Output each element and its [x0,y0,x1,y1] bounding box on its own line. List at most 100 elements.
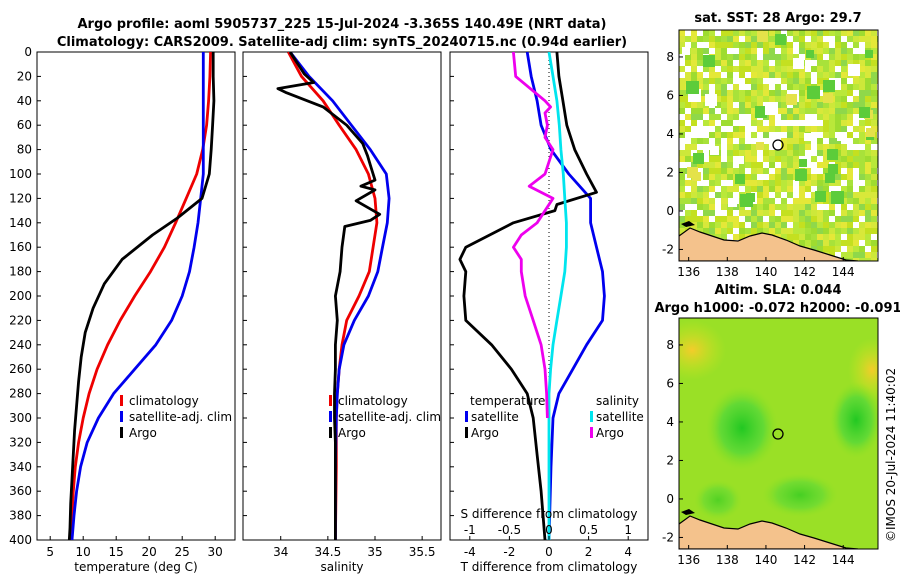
sst-pixel [865,210,871,216]
sst-pixel [799,72,805,78]
sst-pixel [751,180,757,186]
sst-pixel [775,216,781,222]
sst-pixel [865,222,871,228]
sst-pixel-block [807,86,820,99]
sst-pixel [709,174,715,180]
sst-pixel-block [799,159,807,167]
sst-pixel [751,204,757,210]
sst-pixel [721,96,727,102]
sst-pixel [727,144,733,150]
sst-pixel [697,54,703,60]
sst-pixel [829,246,835,252]
sst-pixel [859,228,865,234]
sst-pixel-block [848,64,860,76]
salinity-x-axis: 34 34.5 35 35.5 [273,536,436,559]
sst-pixel [841,150,847,156]
sst-pixel [865,252,871,258]
sst-pixel [769,174,775,180]
map-x-tick-label: 140 [754,265,777,279]
sst-pixel [721,66,727,72]
sst-pixel [841,162,847,168]
sst-pixel [871,204,877,210]
sst-pixel [871,48,877,54]
sst-pixel [739,54,745,60]
sst-pixel [859,126,865,132]
sst-pixel [817,174,823,180]
salinity-legend: climatology satellite-adj. clim Argo [329,394,441,440]
sst-pixel [739,228,745,234]
sst-pixel [865,150,871,156]
sst-pixel [823,150,829,156]
sst-pixel [805,228,811,234]
sla-map-frame [678,317,879,550]
sst-pixel [859,156,865,162]
sst-pixel [829,222,835,228]
sst-pixel [829,138,835,144]
sst-pixel [787,144,793,150]
sst-pixel-block [687,167,698,178]
difference-legend: temperature satellite Argo salinity sate… [465,394,644,440]
sst-pixel [841,84,847,90]
sst-pixel [775,174,781,180]
sst-pixel [817,180,823,186]
x2-tick-label: -0.5 [498,523,521,537]
series-salinity-satellite [547,52,568,540]
sst-pixel [811,180,817,186]
series-argo [276,52,382,540]
sst-pixel [823,210,829,216]
sst-pixel [685,114,691,120]
sst-pixel [721,102,727,108]
sst-pixel [853,210,859,216]
depth-tick-label: 200 [9,289,32,303]
sst-pixel [715,102,721,108]
sst-pixel [709,162,715,168]
sst-pixel [841,78,847,84]
sst-pixel [775,186,781,192]
sst-pixel [775,126,781,132]
sst-pixel [829,108,835,114]
sst-pixel [775,66,781,72]
sst-pixel [841,96,847,102]
sst-pixel [781,186,787,192]
sst-pixel [805,42,811,48]
sst-pixel [811,222,817,228]
sst-pixel [739,126,745,132]
sst-pixel [769,210,775,216]
sst-pixel [751,30,757,36]
sst-pixel [829,234,835,240]
sst-pixel [871,108,877,114]
depth-tick-label: 80 [17,143,32,157]
sst-pixel [763,144,769,150]
sst-pixel [739,234,745,240]
sst-pixel [715,174,721,180]
map-x-tick-label: 136 [677,265,700,279]
sst-pixel [721,162,727,168]
x-tick-label: 20 [142,545,157,559]
sst-pixel [757,84,763,90]
sst-pixel-field [679,30,878,261]
sst-pixel [871,78,877,84]
sst-pixel [853,96,859,102]
header-title-line1: Argo profile: aoml 5905737_225 15-Jul-20… [78,17,607,32]
sst-pixel [859,132,865,138]
sst-pixel [847,228,853,234]
sst-pixel [841,126,847,132]
sst-pixel [721,216,727,222]
sst-pixel [847,84,853,90]
sst-pixel [751,36,757,42]
sst-pixel [775,168,781,174]
sst-pixel [769,204,775,210]
sst-pixel [679,120,685,126]
sst-pixel [715,156,721,162]
sst-pixel [715,96,721,102]
sst-pixel [829,228,835,234]
sst-pixel [847,198,853,204]
sst-pixel [727,72,733,78]
sst-pixel [853,252,859,258]
sst-pixel [703,162,709,168]
sla-low-west [706,386,778,470]
sst-pixel [745,210,751,216]
sst-pixel [703,108,709,114]
sst-pixel [799,234,805,240]
sst-pixel [853,234,859,240]
